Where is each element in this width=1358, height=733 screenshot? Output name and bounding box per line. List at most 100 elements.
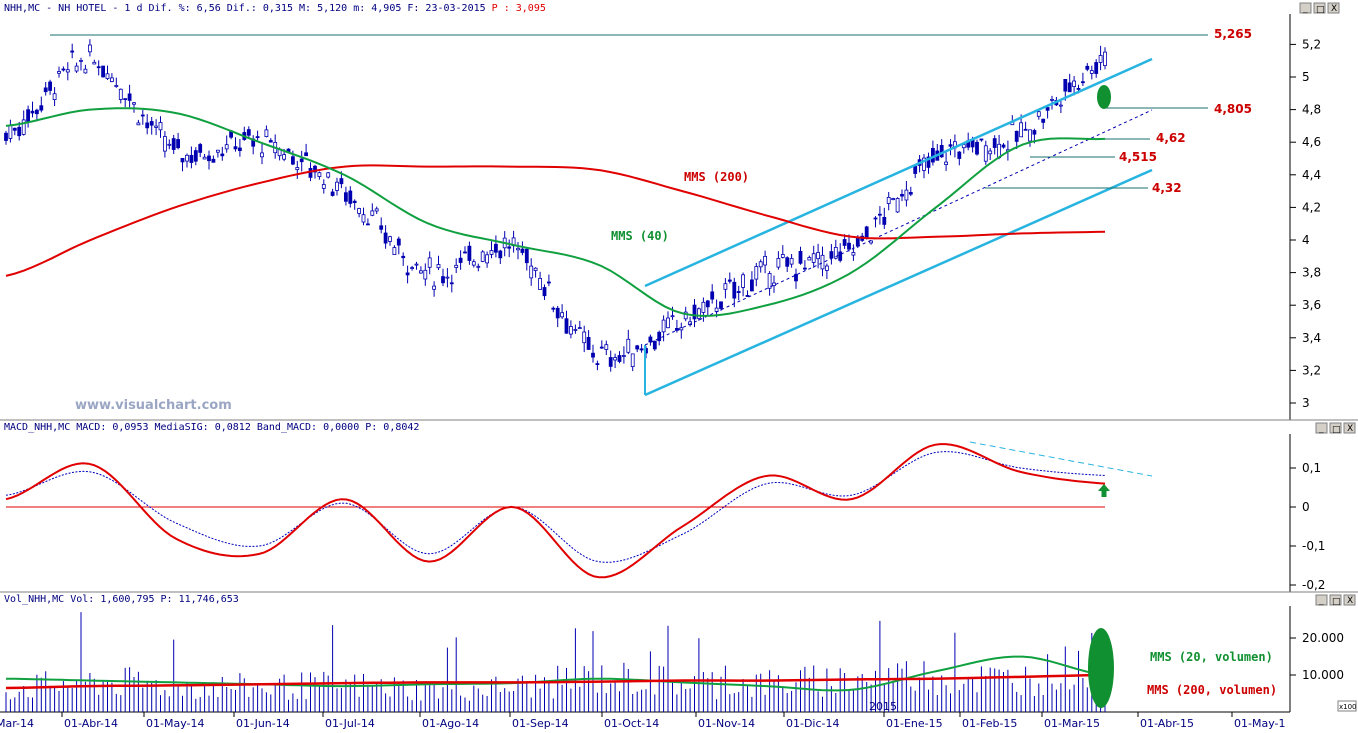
price-tick-label: 5,2 bbox=[1302, 37, 1321, 51]
price-window-buttons: _ □ X bbox=[1299, 2, 1340, 15]
candle bbox=[908, 186, 913, 197]
close-button[interactable] bbox=[1327, 2, 1340, 14]
candle bbox=[348, 186, 353, 208]
restore-button[interactable] bbox=[1313, 2, 1326, 14]
candle bbox=[992, 135, 997, 155]
candle bbox=[255, 130, 260, 141]
candle bbox=[268, 138, 273, 143]
candle bbox=[123, 98, 128, 108]
volume-panel bbox=[0, 591, 1358, 712]
candle bbox=[357, 207, 362, 218]
candle bbox=[30, 101, 35, 118]
candle bbox=[617, 351, 622, 364]
candle bbox=[776, 251, 781, 270]
candle bbox=[114, 77, 119, 88]
volume-header: Vol_NHH,MC Vol: 1,600,795 P: 11,746,653 bbox=[4, 594, 239, 605]
price-tick-label: 3,4 bbox=[1302, 331, 1321, 345]
candle bbox=[569, 320, 573, 339]
candle bbox=[145, 114, 150, 135]
candle bbox=[1067, 73, 1072, 93]
candle bbox=[171, 134, 176, 154]
level-label: 4,515 bbox=[1119, 150, 1157, 164]
candle bbox=[370, 203, 375, 217]
candle bbox=[878, 206, 882, 225]
candle bbox=[900, 189, 904, 202]
svg-text:_: _ bbox=[1302, 4, 1308, 14]
candle bbox=[1023, 121, 1028, 131]
macd-line bbox=[5, 443, 1106, 579]
price-tick-label: 3,6 bbox=[1302, 298, 1321, 312]
candle bbox=[317, 171, 322, 180]
candle bbox=[365, 218, 370, 226]
candle bbox=[829, 244, 834, 265]
scale-label: x100 bbox=[1339, 703, 1357, 711]
candle bbox=[816, 243, 820, 269]
candle bbox=[613, 353, 617, 368]
close-button[interactable] bbox=[1343, 594, 1356, 606]
ma40-label: MMS (40) bbox=[611, 229, 669, 243]
candle bbox=[595, 360, 600, 371]
candle bbox=[361, 207, 366, 226]
candle bbox=[343, 186, 348, 206]
candle bbox=[118, 88, 123, 104]
macd-window-buttons: _ □ X bbox=[1315, 422, 1356, 435]
date-label: 01-May-1 bbox=[1234, 717, 1285, 730]
candle bbox=[564, 310, 569, 334]
candle bbox=[180, 157, 185, 172]
candle bbox=[52, 87, 57, 106]
up-arrow-icon bbox=[1098, 484, 1110, 497]
price-tick-label: 3,2 bbox=[1302, 363, 1321, 377]
date-label: 01-Abr-15 bbox=[1140, 717, 1194, 730]
candle bbox=[542, 284, 547, 300]
candle bbox=[39, 96, 44, 113]
candle bbox=[237, 139, 242, 157]
candle bbox=[189, 146, 194, 169]
date-label: 01-Jun-14 bbox=[236, 717, 290, 730]
candle bbox=[162, 131, 167, 158]
restore-button[interactable] bbox=[1329, 422, 1342, 434]
vol-ma200-line bbox=[5, 673, 1106, 690]
candle bbox=[432, 281, 437, 297]
candle bbox=[807, 255, 812, 261]
candle bbox=[105, 65, 110, 80]
candle bbox=[467, 241, 472, 265]
candle bbox=[1059, 100, 1063, 113]
macd-panel bbox=[0, 419, 1358, 592]
price-tick-label: 4,4 bbox=[1302, 168, 1321, 182]
candle bbox=[463, 246, 467, 254]
candle bbox=[794, 268, 798, 289]
svg-text:X: X bbox=[1347, 424, 1353, 434]
candle bbox=[820, 246, 825, 277]
candle bbox=[604, 340, 609, 355]
candle bbox=[215, 149, 220, 158]
candle bbox=[803, 260, 807, 272]
candle bbox=[392, 245, 397, 256]
candle bbox=[944, 152, 948, 171]
candle bbox=[485, 251, 490, 268]
candle bbox=[697, 307, 701, 321]
candle bbox=[657, 330, 662, 346]
minimize-button[interactable] bbox=[1299, 2, 1312, 14]
candle bbox=[74, 62, 79, 73]
candle bbox=[723, 278, 728, 299]
candle bbox=[639, 344, 644, 353]
candle bbox=[57, 66, 61, 78]
price-levels: 5,265 4,805 4,62 4,515 4,32 bbox=[50, 27, 1252, 195]
svg-text:X: X bbox=[1331, 4, 1337, 14]
candle bbox=[96, 60, 101, 76]
candle bbox=[582, 325, 587, 353]
candle bbox=[780, 245, 785, 259]
date-label: 01-Jul-14 bbox=[325, 717, 375, 730]
candle bbox=[167, 139, 172, 150]
date-label: 01-Mar-15 bbox=[1044, 717, 1100, 730]
candle bbox=[666, 311, 670, 329]
minimize-button[interactable] bbox=[1315, 422, 1328, 434]
restore-button[interactable] bbox=[1329, 594, 1342, 606]
minimize-button[interactable] bbox=[1315, 594, 1328, 606]
highlight-oval bbox=[1097, 85, 1111, 109]
ma200-label: MMS (200) bbox=[684, 170, 749, 184]
close-button[interactable] bbox=[1343, 422, 1356, 434]
channel-lower-line bbox=[644, 168, 1153, 397]
candle bbox=[1014, 130, 1019, 149]
